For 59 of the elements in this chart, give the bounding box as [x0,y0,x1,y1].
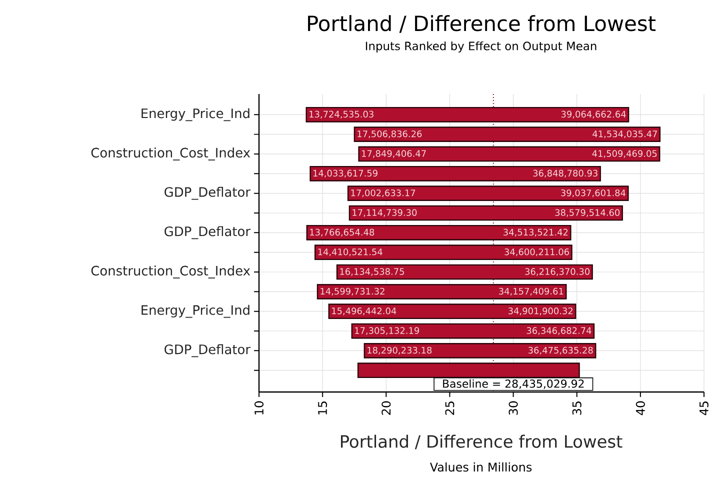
x-tick-label: 30 [508,401,518,415]
annotation: 14,410,521.54 [318,248,382,256]
annotation: 18,290,233.18 [368,346,432,355]
annotation: 15,496,442.04 [332,307,396,316]
bar [306,106,630,122]
y-tick-label: GDP_Deflator [164,344,251,358]
annotation: 39,064,662.64 [561,110,626,118]
bar [354,126,661,142]
annotation: 34,600,211.06 [504,248,570,256]
chart-title: Portland / Difference from Lowest [308,15,656,33]
annotation: 39,037,601.84 [561,189,626,198]
annotation: 16,134,538.75 [340,268,404,276]
bar [348,205,623,221]
annotation: 34,513,521.42 [504,228,568,237]
bar [310,166,601,182]
annotation: 17,114,739.30 [352,209,417,217]
bar [306,224,572,240]
annotation: 17,305,132.19 [355,327,420,335]
x-tick-label: 20 [382,401,391,415]
bar [328,304,576,320]
ref-line-label: Baseline = 28,435,029.92 [443,379,584,389]
annotation: 36,848,780.93 [533,170,598,178]
annotation: 38,579,514.60 [555,209,620,217]
y-tick-label: GDP_Deflator [164,186,251,200]
annotation: 17,849,406.47 [362,150,426,158]
bar [358,146,660,162]
annotation: 13,724,535.03 [310,110,374,118]
x-tick-label: 40 [636,401,645,416]
y-tick-label: Construction_Cost_Index [91,266,250,278]
y-tick-label: GDP_Deflator [164,226,251,240]
chart-subtitle: Inputs Ranked by Effect on Output Mean [366,41,596,53]
bar [364,343,596,358]
text: Values in Millions [430,462,532,472]
annotation: 36,346,682.74 [526,327,592,335]
annotation: 34,901,900.32 [508,307,573,316]
annotation: 34,157,409.61 [499,288,564,296]
bar [351,323,595,339]
y-tick-label: Energy_Price_Ind [142,304,250,318]
annotation: 14,033,617.59 [313,170,378,178]
annotation: 14,599,731.32 [320,288,384,296]
bar [314,244,572,260]
annotation: 17,506,836.26 [358,130,422,138]
x-tick-label: 35 [572,402,582,415]
x-tick-label: 45 [700,402,708,416]
bar [316,284,567,300]
annotation: 36,475,635.28 [528,346,593,355]
annotation: 17,002,633.17 [351,189,416,198]
y-tick-label: Energy_Price_Ind [142,108,250,122]
bar [347,186,629,202]
x-axis-title: Portland / Difference from Lowest [340,434,622,450]
annotation: 36,216,370.30 [525,268,590,276]
annotation: 41,509,469.05 [592,150,657,158]
x-tick-label: 10 [254,401,264,414]
annotation: 41,534,035.47 [592,130,657,138]
y-tick-label: Construction_Cost_Index [91,148,250,160]
x-tick-label: 15 [318,402,328,414]
annotation: 13,766,654.48 [310,228,374,237]
bar [336,264,593,280]
x-tick-label: 25 [445,402,454,415]
